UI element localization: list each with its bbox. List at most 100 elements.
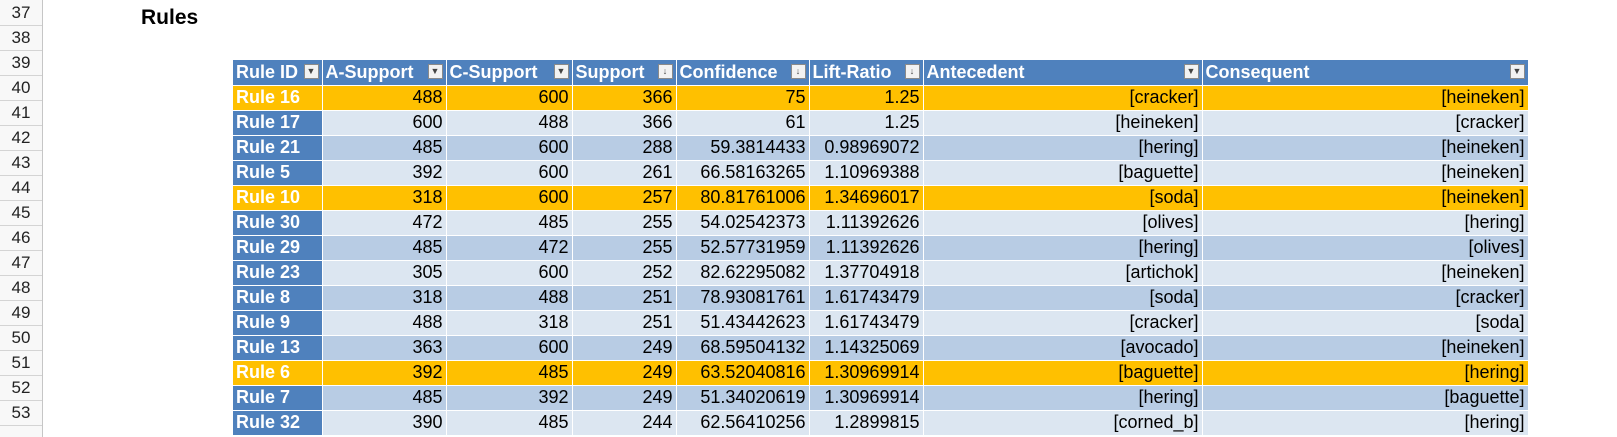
cell-lift-ratio[interactable]: 1.37704918 xyxy=(809,260,924,286)
rule-id-cell[interactable]: Rule 13 xyxy=(233,335,323,361)
rule-id-cell[interactable]: Rule 23 xyxy=(233,260,323,286)
cell-c-support[interactable]: 600 xyxy=(446,335,573,361)
cell-consequent[interactable]: [heineken] xyxy=(1202,160,1529,186)
cell-lift-ratio[interactable]: 1.34696017 xyxy=(809,185,924,211)
cell-c-support[interactable]: 600 xyxy=(446,260,573,286)
cell-antecedent[interactable]: [soda] xyxy=(923,285,1203,311)
row-number[interactable]: 39 xyxy=(0,50,42,76)
row-number[interactable]: 40 xyxy=(0,75,42,101)
cell-consequent[interactable]: [heineken] xyxy=(1202,185,1529,211)
cell-consequent[interactable]: [hering] xyxy=(1202,360,1529,386)
rule-id-cell[interactable]: Rule 5 xyxy=(233,160,323,186)
cell-support[interactable]: 261 xyxy=(572,160,677,186)
row-number[interactable]: 51 xyxy=(0,350,42,376)
cell-consequent[interactable]: [hering] xyxy=(1202,210,1529,236)
cell-confidence[interactable]: 62.56410256 xyxy=(676,410,810,436)
cell-confidence[interactable]: 52.57731959 xyxy=(676,235,810,261)
cell-antecedent[interactable]: [heineken] xyxy=(923,110,1203,136)
cell-c-support[interactable]: 392 xyxy=(446,385,573,411)
cell-consequent[interactable]: [olives] xyxy=(1202,235,1529,261)
cell-antecedent[interactable]: [hering] xyxy=(923,135,1203,161)
cell-support[interactable]: 366 xyxy=(572,85,677,111)
cell-confidence[interactable]: 61 xyxy=(676,110,810,136)
cell-consequent[interactable]: [baguette] xyxy=(1202,385,1529,411)
cell-consequent[interactable]: [cracker] xyxy=(1202,110,1529,136)
cell-consequent[interactable]: [heineken] xyxy=(1202,135,1529,161)
cell-antecedent[interactable]: [baguette] xyxy=(923,360,1203,386)
sort-filter-dropdown-icon[interactable]: ↓ xyxy=(904,64,920,79)
cell-c-support[interactable]: 485 xyxy=(446,210,573,236)
cell-confidence[interactable]: 63.52040816 xyxy=(676,360,810,386)
cell-antecedent[interactable]: [hering] xyxy=(923,385,1203,411)
cell-lift-ratio[interactable]: 1.25 xyxy=(809,85,924,111)
cell-support[interactable]: 249 xyxy=(572,360,677,386)
cell-a-support[interactable]: 318 xyxy=(322,185,447,211)
row-number[interactable]: 49 xyxy=(0,300,42,326)
cell-support[interactable]: 366 xyxy=(572,110,677,136)
cell-antecedent[interactable]: [avocado] xyxy=(923,335,1203,361)
cell-consequent[interactable]: [cracker] xyxy=(1202,285,1529,311)
cell-lift-ratio[interactable]: 1.30969914 xyxy=(809,360,924,386)
cell-antecedent[interactable]: [cracker] xyxy=(923,310,1203,336)
cell-support[interactable]: 255 xyxy=(572,235,677,261)
cell-a-support[interactable]: 485 xyxy=(322,385,447,411)
cell-lift-ratio[interactable]: 1.14325069 xyxy=(809,335,924,361)
cell-a-support[interactable]: 390 xyxy=(322,410,447,436)
cell-c-support[interactable]: 472 xyxy=(446,235,573,261)
row-number[interactable]: 52 xyxy=(0,375,42,401)
filter-dropdown-icon[interactable]: ▼ xyxy=(553,64,569,79)
cell-support[interactable]: 249 xyxy=(572,335,677,361)
cell-c-support[interactable]: 600 xyxy=(446,160,573,186)
row-number[interactable]: 48 xyxy=(0,275,42,301)
filter-dropdown-icon[interactable]: ▼ xyxy=(1183,64,1199,79)
cell-a-support[interactable]: 485 xyxy=(322,135,447,161)
cell-support[interactable]: 257 xyxy=(572,185,677,211)
cell-consequent[interactable]: [heineken] xyxy=(1202,85,1529,111)
rule-id-cell[interactable]: Rule 16 xyxy=(233,85,323,111)
rule-id-cell[interactable]: Rule 17 xyxy=(233,110,323,136)
cell-c-support[interactable]: 600 xyxy=(446,185,573,211)
cell-confidence[interactable]: 82.62295082 xyxy=(676,260,810,286)
cell-a-support[interactable]: 488 xyxy=(322,85,447,111)
cell-a-support[interactable]: 600 xyxy=(322,110,447,136)
row-number[interactable]: 37 xyxy=(0,0,42,26)
sort-filter-dropdown-icon[interactable]: ↓ xyxy=(790,64,806,79)
rule-id-cell[interactable]: Rule 8 xyxy=(233,285,323,311)
cell-support[interactable]: 288 xyxy=(572,135,677,161)
cell-lift-ratio[interactable]: 1.11392626 xyxy=(809,210,924,236)
cell-lift-ratio[interactable]: 1.25 xyxy=(809,110,924,136)
cell-a-support[interactable]: 305 xyxy=(322,260,447,286)
cell-confidence[interactable]: 68.59504132 xyxy=(676,335,810,361)
cell-support[interactable]: 244 xyxy=(572,410,677,436)
cell-consequent[interactable]: [soda] xyxy=(1202,310,1529,336)
rule-id-cell[interactable]: Rule 7 xyxy=(233,385,323,411)
filter-dropdown-icon[interactable]: ▼ xyxy=(1509,64,1525,79)
cell-consequent[interactable]: [hering] xyxy=(1202,410,1529,436)
cell-a-support[interactable]: 488 xyxy=(322,310,447,336)
cell-c-support[interactable]: 485 xyxy=(446,410,573,436)
cell-support[interactable]: 251 xyxy=(572,285,677,311)
cell-support[interactable]: 255 xyxy=(572,210,677,236)
row-number[interactable]: 47 xyxy=(0,250,42,276)
cell-c-support[interactable]: 600 xyxy=(446,135,573,161)
cell-c-support[interactable]: 318 xyxy=(446,310,573,336)
cell-c-support[interactable]: 600 xyxy=(446,85,573,111)
filter-dropdown-icon[interactable]: ▼ xyxy=(303,64,319,79)
cell-antecedent[interactable]: [artichok] xyxy=(923,260,1203,286)
cell-consequent[interactable]: [heineken] xyxy=(1202,260,1529,286)
cell-lift-ratio[interactable]: 1.10969388 xyxy=(809,160,924,186)
cell-confidence[interactable]: 78.93081761 xyxy=(676,285,810,311)
row-number[interactable]: 53 xyxy=(0,400,42,426)
cell-confidence[interactable]: 54.02542373 xyxy=(676,210,810,236)
cell-lift-ratio[interactable]: 0.98969072 xyxy=(809,135,924,161)
rule-id-cell[interactable]: Rule 6 xyxy=(233,360,323,386)
rule-id-cell[interactable]: Rule 9 xyxy=(233,310,323,336)
rule-id-cell[interactable]: Rule 30 xyxy=(233,210,323,236)
rule-id-cell[interactable]: Rule 29 xyxy=(233,235,323,261)
cell-consequent[interactable]: [heineken] xyxy=(1202,335,1529,361)
cell-a-support[interactable]: 485 xyxy=(322,235,447,261)
rule-id-cell[interactable]: Rule 32 xyxy=(233,410,323,436)
cell-support[interactable]: 249 xyxy=(572,385,677,411)
cell-antecedent[interactable]: [cracker] xyxy=(923,85,1203,111)
cell-antecedent[interactable]: [soda] xyxy=(923,185,1203,211)
